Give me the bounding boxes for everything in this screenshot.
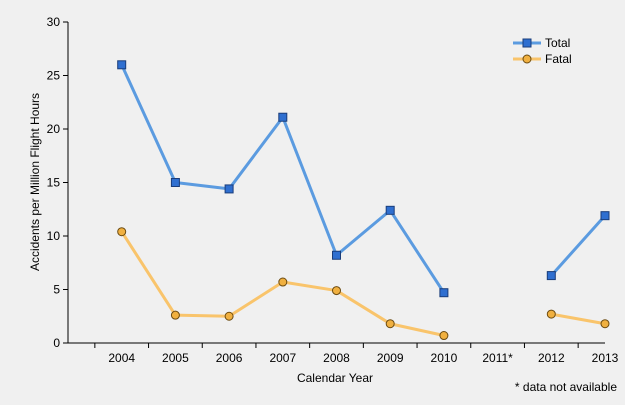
data-point-total bbox=[278, 112, 288, 122]
x-axis-title: Calendar Year bbox=[297, 371, 373, 385]
data-point-fatal bbox=[439, 331, 449, 341]
y-tick-label: 25 bbox=[47, 69, 61, 83]
y-tick-label: 15 bbox=[47, 176, 61, 190]
data-point-total bbox=[546, 271, 556, 281]
series-line-total bbox=[550, 214, 607, 277]
series-line-fatal bbox=[551, 312, 606, 326]
x-tick-label: 2011* bbox=[482, 351, 513, 365]
data-point-total bbox=[385, 205, 395, 215]
x-tick-label: 2006 bbox=[216, 351, 243, 365]
legend: Total Fatal bbox=[513, 36, 572, 66]
data-point-total bbox=[332, 250, 341, 260]
x-tick-label: 2010 bbox=[431, 351, 458, 365]
series-layer bbox=[117, 60, 610, 341]
y-tick-label: 0 bbox=[53, 336, 60, 350]
data-point-fatal bbox=[546, 309, 556, 319]
series-fatal bbox=[117, 227, 610, 341]
data-point-fatal bbox=[600, 319, 610, 329]
data-point-total bbox=[170, 178, 180, 187]
data-point-fatal bbox=[278, 277, 288, 287]
footnote: * data not available bbox=[515, 380, 617, 394]
x-tick-label: 2013 bbox=[592, 351, 619, 365]
legend-item-total: Total bbox=[513, 36, 570, 50]
data-point-total bbox=[117, 60, 127, 70]
data-point-fatal bbox=[224, 311, 234, 321]
data-point-fatal bbox=[170, 310, 180, 320]
y-tick-label: 10 bbox=[47, 229, 61, 243]
legend-marker bbox=[522, 38, 532, 48]
data-point-fatal bbox=[385, 319, 395, 329]
x-tick-label: 2007 bbox=[269, 351, 296, 365]
x-tick-label: 2012 bbox=[538, 351, 565, 365]
x-tick-label: 2004 bbox=[108, 351, 135, 365]
x-tick-label: 2008 bbox=[323, 351, 350, 365]
legend-item-fatal: Fatal bbox=[513, 52, 572, 66]
series-total bbox=[117, 60, 610, 298]
y-tick-label: 5 bbox=[53, 283, 60, 297]
data-point-total bbox=[439, 288, 449, 298]
x-tick-label: 2005 bbox=[162, 351, 189, 365]
data-point-fatal bbox=[332, 286, 341, 296]
y-tick-label: 30 bbox=[47, 15, 61, 29]
legend-label: Total bbox=[545, 36, 570, 50]
y-axis-title: Accidents per Million Flight Hours bbox=[28, 93, 42, 271]
legend-label: Fatal bbox=[545, 52, 572, 66]
y-tick-label: 20 bbox=[47, 122, 61, 136]
series-line-total bbox=[120, 64, 446, 294]
legend-marker bbox=[522, 54, 532, 64]
axes: 0 5 10 15 20 25 30 2004 2005 2006 2007 2008 2009 2010… bbox=[47, 15, 619, 365]
data-point-total bbox=[224, 184, 234, 194]
x-tick-label: 2009 bbox=[377, 351, 404, 365]
data-point-total bbox=[600, 211, 610, 221]
data-point-fatal bbox=[117, 227, 127, 237]
